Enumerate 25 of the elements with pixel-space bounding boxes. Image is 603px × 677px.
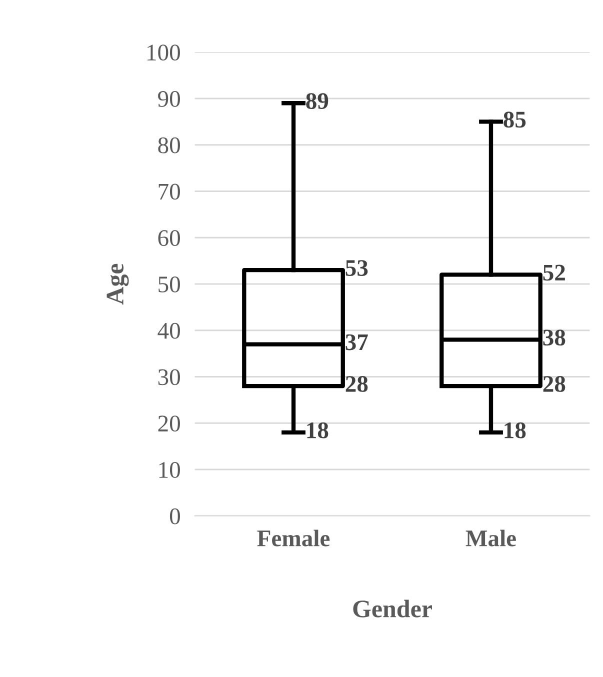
y-tick-label: 90 bbox=[158, 90, 180, 107]
annotation: 28 bbox=[346, 376, 368, 392]
y-tick-label: 30 bbox=[158, 369, 180, 386]
y-tick-label: 0 bbox=[170, 508, 180, 524]
y-tick-label: 40 bbox=[158, 322, 180, 339]
y-tick-label: 100 bbox=[148, 44, 180, 61]
annotation: 38 bbox=[543, 330, 566, 346]
y-tick-label: 10 bbox=[159, 462, 180, 478]
x-tick-label: Male bbox=[466, 530, 516, 546]
annotation: 18 bbox=[504, 422, 526, 438]
y-tick-label: 60 bbox=[158, 230, 180, 246]
annotation: 89 bbox=[306, 93, 328, 110]
y-axis-title: Age bbox=[106, 264, 129, 305]
annotation: 52 bbox=[543, 264, 565, 281]
x-tick-label: Female bbox=[257, 530, 330, 546]
y-tick-label: 50 bbox=[158, 276, 180, 292]
annotation: 18 bbox=[307, 422, 328, 438]
y-tick-label: 70 bbox=[158, 184, 180, 200]
annotation: 37 bbox=[346, 334, 368, 350]
x-axis-title: Gender bbox=[353, 600, 432, 618]
annotation: 85 bbox=[504, 112, 526, 128]
y-tick-label: 20 bbox=[158, 416, 180, 432]
y-tick-label: 80 bbox=[158, 137, 180, 154]
annotation: 53 bbox=[346, 260, 368, 276]
annotation: 28 bbox=[543, 376, 566, 392]
